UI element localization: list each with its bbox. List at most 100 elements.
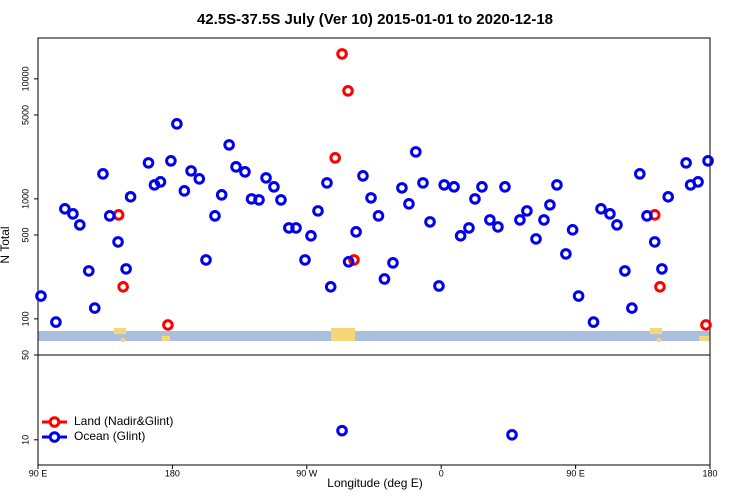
point	[200, 254, 212, 266]
point	[336, 48, 348, 60]
point	[702, 155, 714, 167]
point	[74, 219, 86, 231]
y-axis-label: N Total	[0, 226, 12, 263]
point	[82, 265, 95, 277]
point	[260, 172, 272, 184]
point	[268, 181, 280, 193]
x-tick-label: 180	[702, 468, 717, 478]
point	[566, 224, 579, 236]
legend-marker	[48, 431, 61, 443]
point	[538, 214, 550, 226]
point	[514, 214, 526, 226]
point	[342, 255, 355, 268]
point	[329, 152, 341, 164]
point	[185, 165, 197, 177]
point	[223, 139, 235, 151]
point	[544, 199, 556, 211]
point	[97, 168, 109, 180]
point	[484, 214, 496, 226]
point	[162, 319, 174, 331]
y-tick-label: 50	[20, 350, 30, 360]
point	[530, 233, 542, 245]
x-tick-label: 0	[439, 468, 444, 478]
point	[506, 428, 518, 441]
point	[604, 208, 616, 220]
point	[348, 254, 360, 266]
point	[336, 424, 348, 437]
point	[595, 203, 607, 215]
point	[387, 257, 399, 269]
x-tick-label: 90 W	[296, 468, 318, 478]
point	[438, 179, 450, 191]
point	[378, 273, 391, 285]
point	[342, 85, 354, 97]
point	[634, 168, 646, 180]
point	[350, 226, 362, 238]
point	[448, 181, 460, 193]
x-axis-label: Longitude (deg E)	[327, 476, 422, 490]
point	[396, 182, 408, 194]
point	[35, 290, 47, 302]
point	[112, 236, 124, 248]
legend-label: Land (Nadir&Glint)	[74, 414, 173, 428]
point	[103, 210, 116, 222]
point	[171, 118, 183, 130]
point	[410, 146, 422, 158]
point	[305, 230, 317, 242]
x-tick-label: 180	[165, 468, 180, 478]
point	[521, 205, 533, 217]
y-tick-label: 500	[20, 227, 30, 242]
point	[154, 176, 167, 188]
y-tick-label: 5000	[20, 105, 30, 125]
chart-title: 42.5S-37.5S July (Ver 10) 2015-01-01 to …	[197, 11, 553, 28]
point	[230, 161, 242, 173]
point	[662, 191, 674, 203]
point	[680, 157, 692, 169]
point	[587, 316, 600, 328]
point	[469, 193, 481, 205]
point	[120, 263, 132, 275]
point	[403, 198, 415, 210]
point	[572, 290, 585, 302]
point	[299, 254, 311, 266]
x-tick-label: 90 E	[29, 468, 48, 478]
point	[611, 219, 623, 231]
point	[648, 236, 661, 248]
legend-label: Ocean (Glint)	[74, 429, 145, 443]
point	[700, 319, 712, 331]
point	[619, 265, 631, 277]
point	[365, 192, 377, 204]
point	[656, 263, 668, 275]
point	[433, 280, 445, 292]
point	[641, 210, 653, 222]
x-tick-label: 90 E	[566, 468, 585, 478]
y-tick-label: 10000	[20, 66, 30, 91]
point	[372, 210, 385, 222]
point	[476, 181, 488, 193]
point	[193, 173, 206, 185]
point	[654, 281, 666, 293]
point	[417, 177, 429, 189]
point	[50, 316, 62, 328]
point	[67, 208, 79, 220]
point	[117, 281, 129, 293]
point	[551, 179, 563, 191]
lower-frame	[37, 354, 711, 466]
point	[454, 230, 467, 242]
point	[424, 216, 436, 228]
point	[626, 302, 638, 314]
point	[165, 155, 177, 167]
land-strip	[38, 328, 710, 342]
point	[275, 194, 287, 206]
y-tick-label: 1000	[20, 189, 30, 209]
point	[492, 221, 504, 233]
point	[324, 281, 337, 293]
point	[692, 176, 704, 188]
point	[88, 302, 101, 314]
legend-marker	[48, 416, 61, 428]
point	[560, 248, 572, 260]
y-tick-label: 100	[20, 311, 30, 326]
point	[124, 191, 137, 203]
point	[215, 189, 228, 201]
